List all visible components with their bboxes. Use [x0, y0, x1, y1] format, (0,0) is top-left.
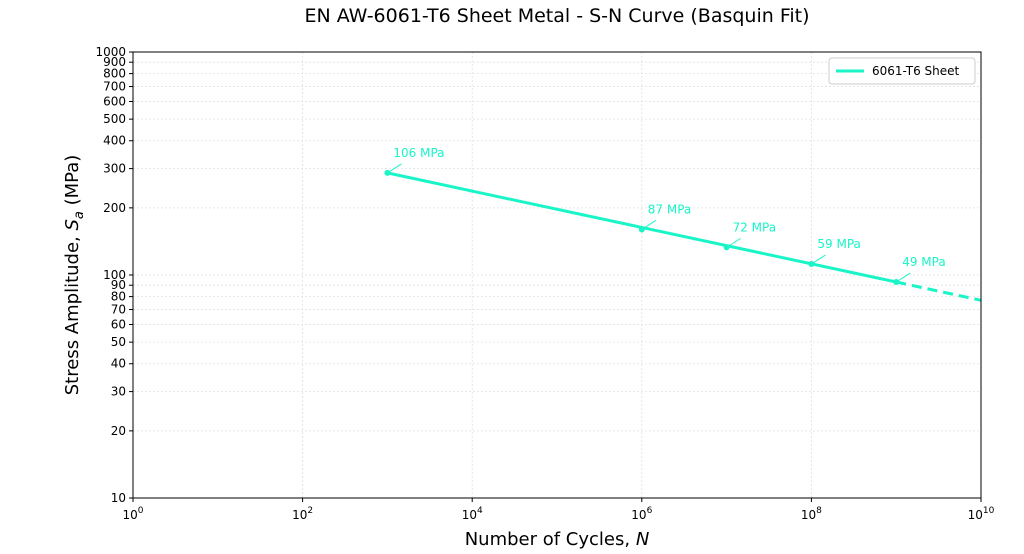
y-tick-label: 500 — [103, 112, 126, 126]
y-tick-label: 90 — [111, 278, 126, 292]
annotation-leader — [811, 254, 826, 265]
x-axis-title: Number of Cycles, N — [465, 529, 650, 550]
data-label: 72 MPa — [733, 220, 777, 234]
annotation-leader — [726, 237, 741, 248]
legend-label: 6061-T6 Sheet — [872, 64, 960, 78]
data-label: 49 MPa — [902, 255, 946, 269]
series-extension-line — [895, 280, 982, 302]
y-tick-label: 900 — [103, 55, 126, 69]
x-tick-label: 1010 — [968, 506, 995, 522]
plot-frame — [132, 51, 982, 499]
x-tick-label: 102 — [292, 506, 313, 522]
annotation-leader — [641, 220, 657, 230]
x-tick-label: 108 — [801, 506, 822, 522]
legend-box — [828, 57, 976, 85]
annotation-leader — [895, 272, 911, 283]
y-tick-label: 400 — [103, 134, 126, 148]
data-label: 87 MPa — [648, 202, 692, 216]
y-tick-label: 600 — [103, 94, 126, 108]
annotation-leader — [387, 163, 402, 174]
series-layer: 106 MPa 87 MPa 72 MPa 59 MPa 49 MPa — [384, 146, 982, 302]
y-tick-label: 800 — [103, 67, 126, 81]
y-axis-title-text: Stress Amplitude, — [62, 231, 83, 396]
y-tick-label: 80 — [111, 290, 126, 304]
x-axis-title-var: N — [636, 529, 649, 550]
y-tick-label: 60 — [111, 317, 126, 331]
y-tick-label: 30 — [111, 385, 126, 399]
legend: 6061-T6 Sheet — [828, 57, 976, 85]
chart-title: EN AW-6061-T6 Sheet Metal - S-N Curve (B… — [304, 5, 809, 27]
y-axis-title-unit: (MPa) — [62, 155, 83, 211]
y-tick-label: 700 — [103, 80, 126, 94]
y-tick-label: 200 — [103, 201, 126, 215]
y-tick-label: 10 — [111, 491, 126, 505]
y-axis-title: Stress Amplitude, Sa (MPa) — [62, 155, 87, 396]
x-tick-label: 104 — [462, 506, 483, 522]
x-tick-label: 106 — [631, 506, 652, 522]
x-axis-ticks: 100 102 104 106 108 1010 — [122, 498, 995, 522]
data-label: 59 MPa — [817, 237, 861, 251]
y-axis-title-var: S — [62, 219, 83, 230]
data-label: 106 MPa — [393, 146, 444, 160]
y-tick-label: 1000 — [95, 45, 126, 59]
x-tick-label: 100 — [122, 506, 143, 522]
y-tick-label: 70 — [111, 303, 126, 317]
y-tick-label: 40 — [111, 357, 126, 371]
grid — [133, 52, 981, 498]
x-axis-title-text: Number of Cycles, — [465, 529, 636, 550]
y-tick-label: 100 — [103, 268, 126, 282]
y-tick-label: 300 — [103, 162, 126, 176]
y-tick-label: 20 — [111, 424, 126, 438]
y-axis-title-sub: a — [72, 211, 87, 219]
y-tick-label: 50 — [111, 335, 126, 349]
